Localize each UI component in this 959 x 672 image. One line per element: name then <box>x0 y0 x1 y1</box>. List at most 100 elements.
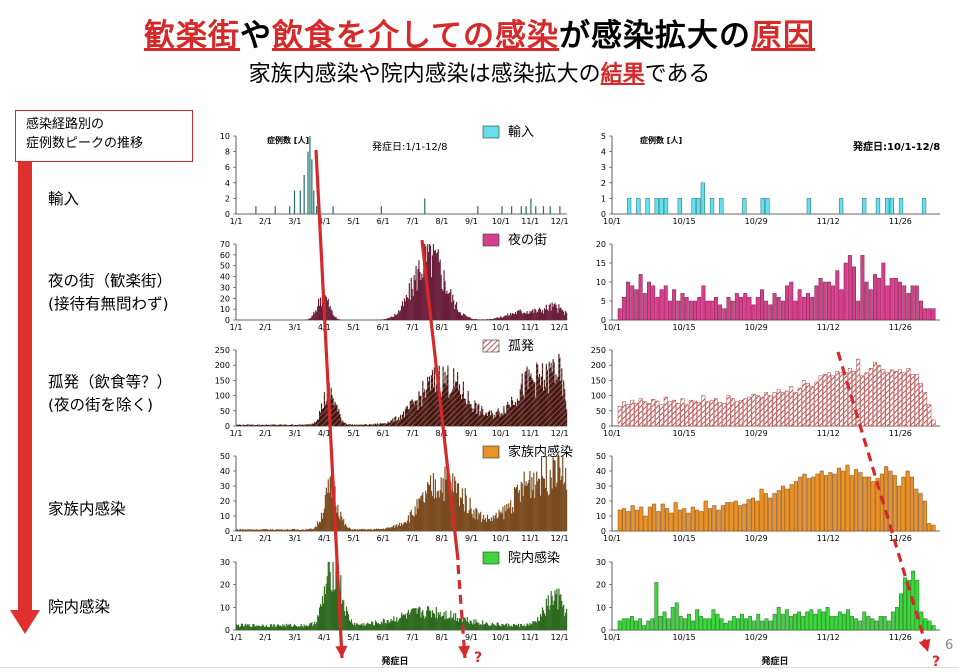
R3-bar <box>699 511 704 532</box>
R3-bar <box>716 509 721 532</box>
L3-bar <box>344 525 346 531</box>
L4-bar <box>237 624 240 630</box>
R4-bar <box>772 613 777 631</box>
R1-bar <box>910 285 915 321</box>
L2-bar <box>247 424 249 426</box>
L1-bar <box>499 317 501 320</box>
L1-bar <box>483 319 485 320</box>
L2-bar <box>530 373 532 426</box>
L2-bar <box>528 369 530 426</box>
R0-bar <box>636 198 641 215</box>
L3-bar <box>547 495 549 531</box>
L2-bar <box>491 412 493 426</box>
L4-bar <box>480 623 482 630</box>
L3-bar <box>388 527 390 531</box>
R2-bar <box>634 402 639 427</box>
L4-bar <box>243 626 245 630</box>
L4-bar <box>530 624 532 630</box>
L2-bar <box>257 424 259 426</box>
L4-bar <box>291 626 294 630</box>
L2-bar <box>541 363 544 426</box>
legend-label-3: 家族内感染 <box>508 444 573 460</box>
L2-bar <box>379 423 381 426</box>
R3-bar <box>832 473 837 532</box>
L3-bar <box>561 476 563 531</box>
L2-bar <box>470 404 472 426</box>
R4-bar <box>903 577 907 631</box>
L1-bar <box>327 298 329 320</box>
L4-bar <box>279 625 281 630</box>
L1-bar <box>501 317 503 320</box>
L0-bar <box>274 206 276 214</box>
R4-bar <box>674 602 679 631</box>
L2-bar <box>483 415 485 426</box>
L2-bar <box>270 424 272 426</box>
L2-bar <box>469 404 471 426</box>
L2-bar <box>246 424 248 426</box>
L1-bar <box>553 303 555 320</box>
L1-bar <box>487 319 490 320</box>
L3-bar <box>369 529 371 531</box>
R1-bar <box>839 289 844 321</box>
R4-bar <box>821 611 826 631</box>
L3-bar <box>377 528 380 531</box>
L3-bar <box>264 528 267 531</box>
L2-bar <box>371 424 373 426</box>
L4-bar <box>452 617 454 630</box>
L4-bar <box>539 620 541 630</box>
R2-bar <box>630 399 635 427</box>
R4-bar <box>719 618 724 631</box>
L4-bar <box>345 615 347 630</box>
L2-bar <box>292 425 295 426</box>
L1-bar <box>563 311 565 320</box>
R3-bar <box>909 476 914 532</box>
L2-bar <box>482 409 484 426</box>
L4-bar <box>336 581 338 630</box>
R3-bar <box>811 476 816 532</box>
L2-bar <box>465 404 467 426</box>
L1-bar <box>396 314 398 320</box>
R0-bar <box>765 198 770 215</box>
R2-bar <box>739 399 744 427</box>
R4-xtick-label: 10/29 <box>745 633 768 642</box>
L2-bar <box>535 397 537 426</box>
R1-bar <box>642 293 647 321</box>
R0-ytick-label: 3 <box>601 163 606 172</box>
L2-bar <box>311 423 313 426</box>
L1-bar <box>476 319 478 320</box>
L4-bar <box>249 626 251 630</box>
R4-bar <box>850 616 854 631</box>
L3-bar <box>383 529 385 531</box>
R4-xtick-label: 10/1 <box>603 633 621 642</box>
L3-bar <box>476 509 478 531</box>
L4-bar <box>335 562 337 630</box>
L4-bar <box>410 609 412 630</box>
L1-bar <box>515 314 518 320</box>
R4-bar <box>617 620 622 631</box>
L3-bar <box>413 516 415 531</box>
L1-bar <box>334 317 336 320</box>
L1-bar <box>441 288 443 320</box>
L1-bar <box>384 319 386 320</box>
L1-bar <box>335 316 337 320</box>
L2-bar <box>512 404 515 426</box>
L3-bar <box>401 525 404 531</box>
L3-bar <box>556 482 558 531</box>
R1-xtick-label: 11/12 <box>817 323 840 332</box>
R3-bar <box>901 476 906 532</box>
L1-xtick-label: 2/1 <box>259 323 272 332</box>
L4-bar <box>418 606 420 630</box>
R4-bar <box>907 579 912 631</box>
L1-bar <box>492 318 494 320</box>
L2-bar <box>545 363 547 426</box>
R2-bar <box>919 383 923 427</box>
L2-bar <box>413 404 415 426</box>
R3-bar <box>725 502 730 532</box>
L3-bar <box>295 529 297 531</box>
R2-bar <box>797 387 802 427</box>
L0-xtick-label: 9/1 <box>465 217 478 226</box>
L3-bar <box>379 529 381 531</box>
R1-bar <box>801 296 806 321</box>
L2-bar <box>351 424 353 426</box>
L4-bar <box>400 617 402 630</box>
